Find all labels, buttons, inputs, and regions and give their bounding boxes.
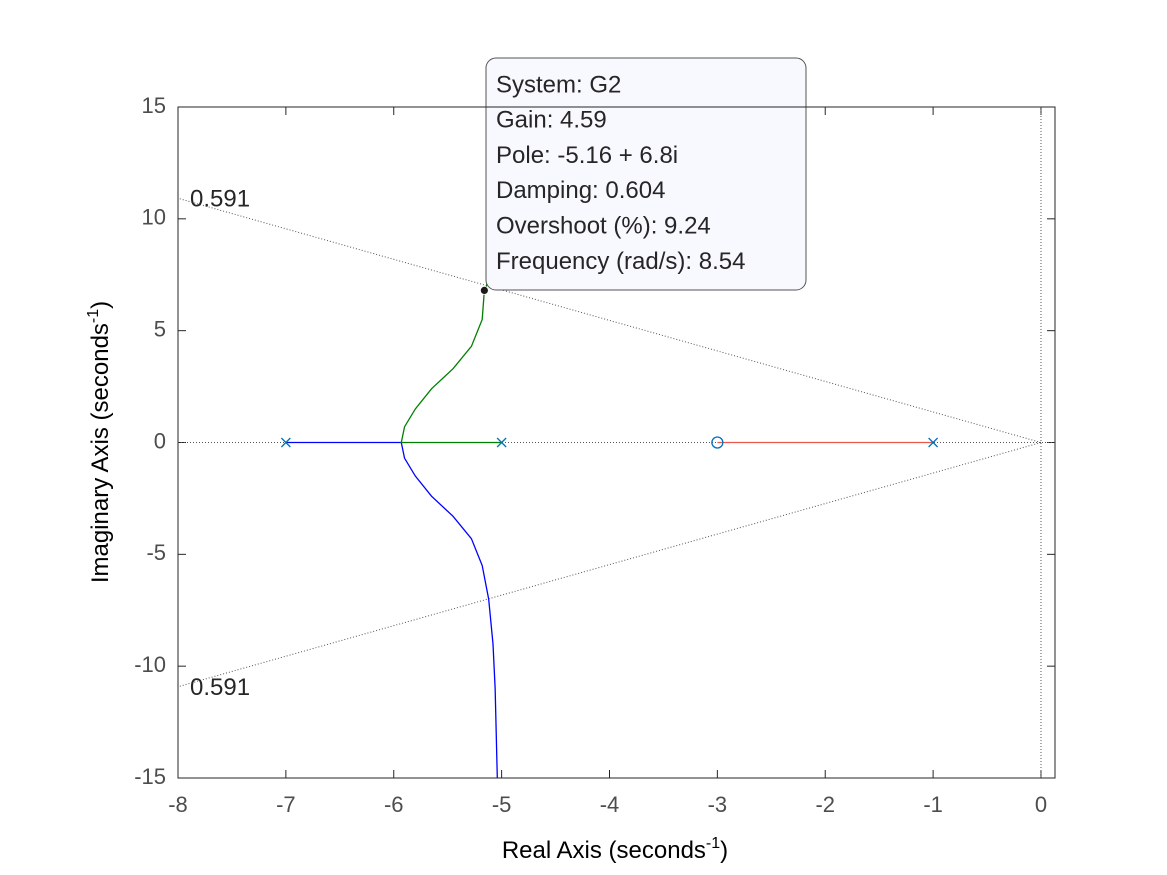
y-tick-label: -10 [134, 652, 166, 677]
y-label-sup: -1 [85, 309, 102, 323]
x-label-sup: -1 [706, 835, 720, 852]
y-tick-label: -5 [146, 540, 166, 565]
datatip-line: Overshoot (%): 9.24 [496, 213, 711, 240]
pole-marker [496, 437, 507, 448]
x-tick-label: -4 [600, 792, 620, 817]
x-tick-label: -8 [168, 792, 188, 817]
x-axis-label: Real Axis (seconds-1) [502, 835, 728, 864]
x-tick-label: -1 [923, 792, 943, 817]
damping-label: 0.591 [190, 186, 250, 213]
datatip-box [485, 57, 807, 291]
y-tick-label: 15 [142, 93, 166, 118]
damping-line [177, 442, 1042, 688]
y-tick-label: 10 [142, 205, 166, 230]
datatip-line: Gain: 4.59 [496, 107, 607, 134]
y-label-text: Imaginary Axis (seconds [87, 323, 114, 583]
y-axis-label: Imaginary Axis (seconds-1) [85, 301, 114, 583]
x-tick-label: -5 [492, 792, 512, 817]
datatip-point [479, 286, 489, 295]
x-tick-label: -2 [815, 792, 835, 817]
damping-line [177, 197, 1042, 443]
y-label-end: ) [87, 301, 114, 309]
x-label-text: Real Axis (seconds [502, 837, 706, 864]
damping-label: 0.591 [190, 674, 250, 701]
x-tick-label: -3 [708, 792, 728, 817]
pole-marker [928, 437, 939, 448]
x-label-end: ) [720, 837, 728, 864]
datatip-line: Pole: -5.16 + 6.8i [496, 142, 678, 169]
plot-frame [177, 106, 1056, 779]
locus-branch [285, 441, 498, 779]
y-tick-label: 0 [154, 428, 166, 453]
zero-marker [711, 436, 724, 449]
y-tick-label: 5 [154, 316, 166, 341]
x-tick-label: -7 [276, 792, 296, 817]
datatip-line: System: G2 [496, 71, 621, 98]
datatip-line: Frequency (rad/s): 8.54 [496, 248, 745, 275]
datatip-line: Damping: 0.604 [496, 177, 665, 204]
y-tick-label: -15 [134, 764, 166, 789]
x-tick-label: -6 [384, 792, 404, 817]
pole-marker [280, 437, 291, 448]
x-tick-label: 0 [1035, 792, 1047, 817]
